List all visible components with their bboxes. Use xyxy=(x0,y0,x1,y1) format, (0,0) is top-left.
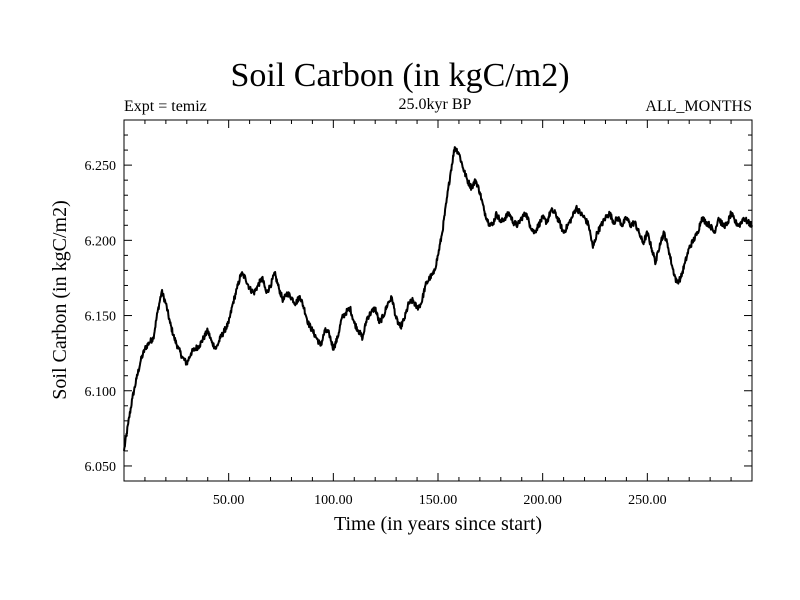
period-note: 25.0kyr BP xyxy=(398,96,472,113)
y-tick-label: 6.250 xyxy=(85,159,117,174)
plot-frame xyxy=(123,119,753,482)
x-tick-label: 50.00 xyxy=(213,493,245,508)
experiment-note: Expt = temiz xyxy=(124,98,207,115)
chart-title: Soil Carbon (in kgC/m2) xyxy=(230,57,570,94)
x-tick-label: 150.00 xyxy=(419,493,458,508)
x-tick-label: 250.00 xyxy=(628,493,667,508)
months-note: ALL_MONTHS xyxy=(645,98,752,115)
x-tick-label: 100.00 xyxy=(314,493,353,508)
y-tick-label: 6.200 xyxy=(85,234,117,249)
tick-group: 50.00 100.00 150.00 200.00 250.00 6.050 6.100 6… xyxy=(85,120,752,508)
x-axis-label: Time (in years since start) xyxy=(334,513,542,535)
y-tick-label: 6.100 xyxy=(85,385,117,400)
series-line xyxy=(123,146,753,452)
x-tick-label: 200.00 xyxy=(523,493,562,508)
y-axis-label: Soil Carbon (in kgC/m2) xyxy=(49,200,71,399)
y-tick-label: 6.050 xyxy=(85,460,117,475)
y-tick-label: 6.150 xyxy=(85,310,117,325)
